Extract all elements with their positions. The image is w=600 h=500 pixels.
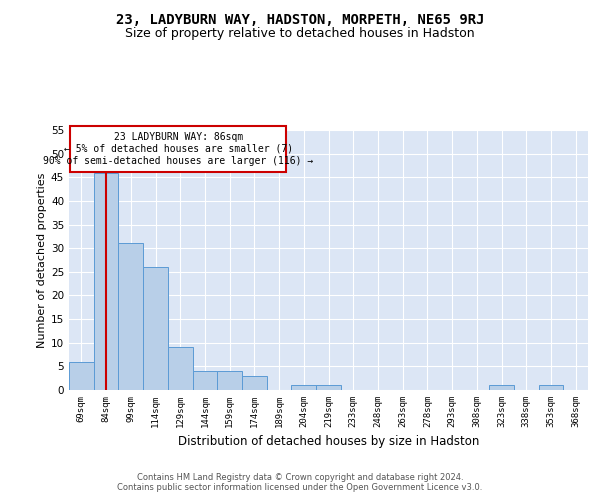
Bar bbox=[69, 362, 94, 390]
Bar bbox=[118, 244, 143, 390]
Bar bbox=[94, 172, 118, 390]
Text: Size of property relative to detached houses in Hadston: Size of property relative to detached ho… bbox=[125, 28, 475, 40]
X-axis label: Distribution of detached houses by size in Hadston: Distribution of detached houses by size … bbox=[178, 436, 479, 448]
Text: Contains public sector information licensed under the Open Government Licence v3: Contains public sector information licen… bbox=[118, 484, 482, 492]
Bar bbox=[316, 386, 341, 390]
Text: Contains HM Land Registry data © Crown copyright and database right 2024.: Contains HM Land Registry data © Crown c… bbox=[137, 472, 463, 482]
Bar bbox=[489, 386, 514, 390]
Text: 23, LADYBURN WAY, HADSTON, MORPETH, NE65 9RJ: 23, LADYBURN WAY, HADSTON, MORPETH, NE65… bbox=[116, 12, 484, 26]
Bar bbox=[292, 386, 316, 390]
Bar bbox=[217, 371, 242, 390]
Bar bbox=[539, 386, 563, 390]
Bar bbox=[193, 371, 217, 390]
Bar bbox=[242, 376, 267, 390]
Text: 23 LADYBURN WAY: 86sqm
← 5% of detached houses are smaller (7)
90% of semi-detac: 23 LADYBURN WAY: 86sqm ← 5% of detached … bbox=[43, 132, 313, 166]
Bar bbox=[168, 348, 193, 390]
Bar bbox=[143, 267, 168, 390]
Y-axis label: Number of detached properties: Number of detached properties bbox=[37, 172, 47, 348]
